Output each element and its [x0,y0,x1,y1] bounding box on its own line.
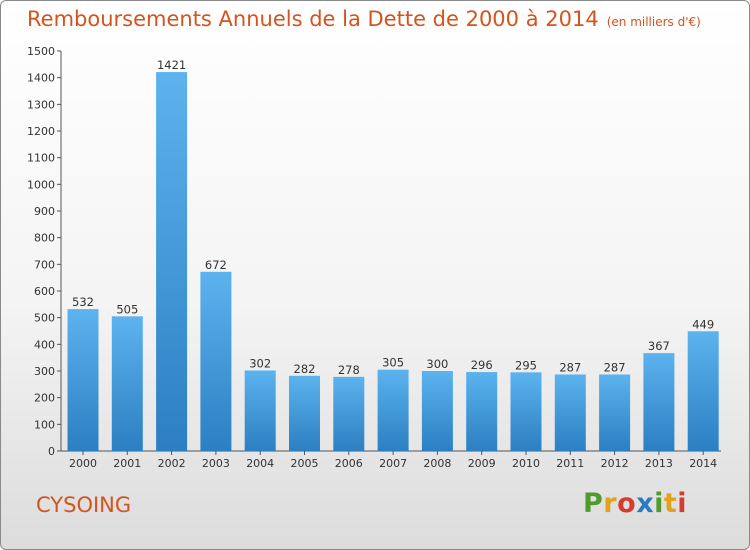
y-tick-label: 700 [34,258,55,271]
bar-value-label: 1421 [157,58,186,72]
y-tick-label: 900 [34,205,55,218]
bar-value-label: 296 [471,358,493,372]
x-tick-label: 2005 [291,457,319,470]
bar [156,72,188,452]
bar-value-label: 282 [294,362,316,376]
x-tick-label: 2004 [246,457,274,470]
bar [377,369,409,451]
bar [421,371,453,451]
bar [466,372,498,451]
bar-value-label: 505 [116,302,138,316]
y-tick-label: 1300 [27,98,55,111]
bar-value-label: 367 [648,339,670,353]
x-tick-label: 2010 [512,457,540,470]
x-tick-label: 2014 [689,457,717,470]
x-tick-label: 2002 [158,457,186,470]
bar-value-label: 295 [515,358,537,372]
bar-value-label: 278 [338,363,360,377]
x-tick-label: 2007 [379,457,407,470]
x-tick-label: 2008 [423,457,451,470]
bar-value-label: 449 [692,317,714,331]
x-tick-label: 2009 [468,457,496,470]
bar [244,370,276,451]
bar [510,372,542,451]
bar [67,309,99,451]
x-tick-label: 2001 [113,457,141,470]
bar [111,316,143,451]
bar-value-label: 300 [426,357,448,371]
y-tick-label: 1100 [27,152,55,165]
x-tick-label: 2013 [645,457,673,470]
bar-value-label: 287 [604,360,626,374]
chart-title: Remboursements Annuels de la Dette de 20… [27,7,701,31]
bar-value-label: 302 [249,356,271,370]
y-tick-label: 200 [34,392,55,405]
bar-value-label: 672 [205,258,227,272]
bar-value-label: 305 [382,356,404,370]
y-tick-label: 1200 [27,125,55,138]
bar [599,374,631,451]
x-tick-label: 2000 [69,457,97,470]
y-tick-label: 600 [34,285,55,298]
y-tick-label: 1500 [27,45,55,58]
unit-note: (en milliers d'€) [606,15,701,29]
y-tick-label: 300 [34,365,55,378]
x-tick-label: 2003 [202,457,230,470]
bar-value-label: 287 [559,360,581,374]
y-tick-label: 1000 [27,178,55,191]
y-tick-label: 0 [48,445,55,458]
y-tick-label: 500 [34,312,55,325]
x-tick-label: 2006 [335,457,363,470]
y-tick-label: 800 [34,232,55,245]
x-tick-label: 2011 [556,457,584,470]
y-tick-label: 100 [34,418,55,431]
bar [200,271,232,451]
bar [554,374,586,451]
bar-value-label: 532 [72,295,94,309]
x-tick-label: 2012 [601,457,629,470]
bar [643,353,675,451]
bar [333,376,365,451]
bar [289,375,320,451]
bar [687,331,719,451]
y-tick-label: 1400 [27,72,55,85]
proxiti-logo: Proxiti [583,488,688,519]
y-tick-label: 400 [34,338,55,351]
city-name: CYSOING [36,493,132,517]
